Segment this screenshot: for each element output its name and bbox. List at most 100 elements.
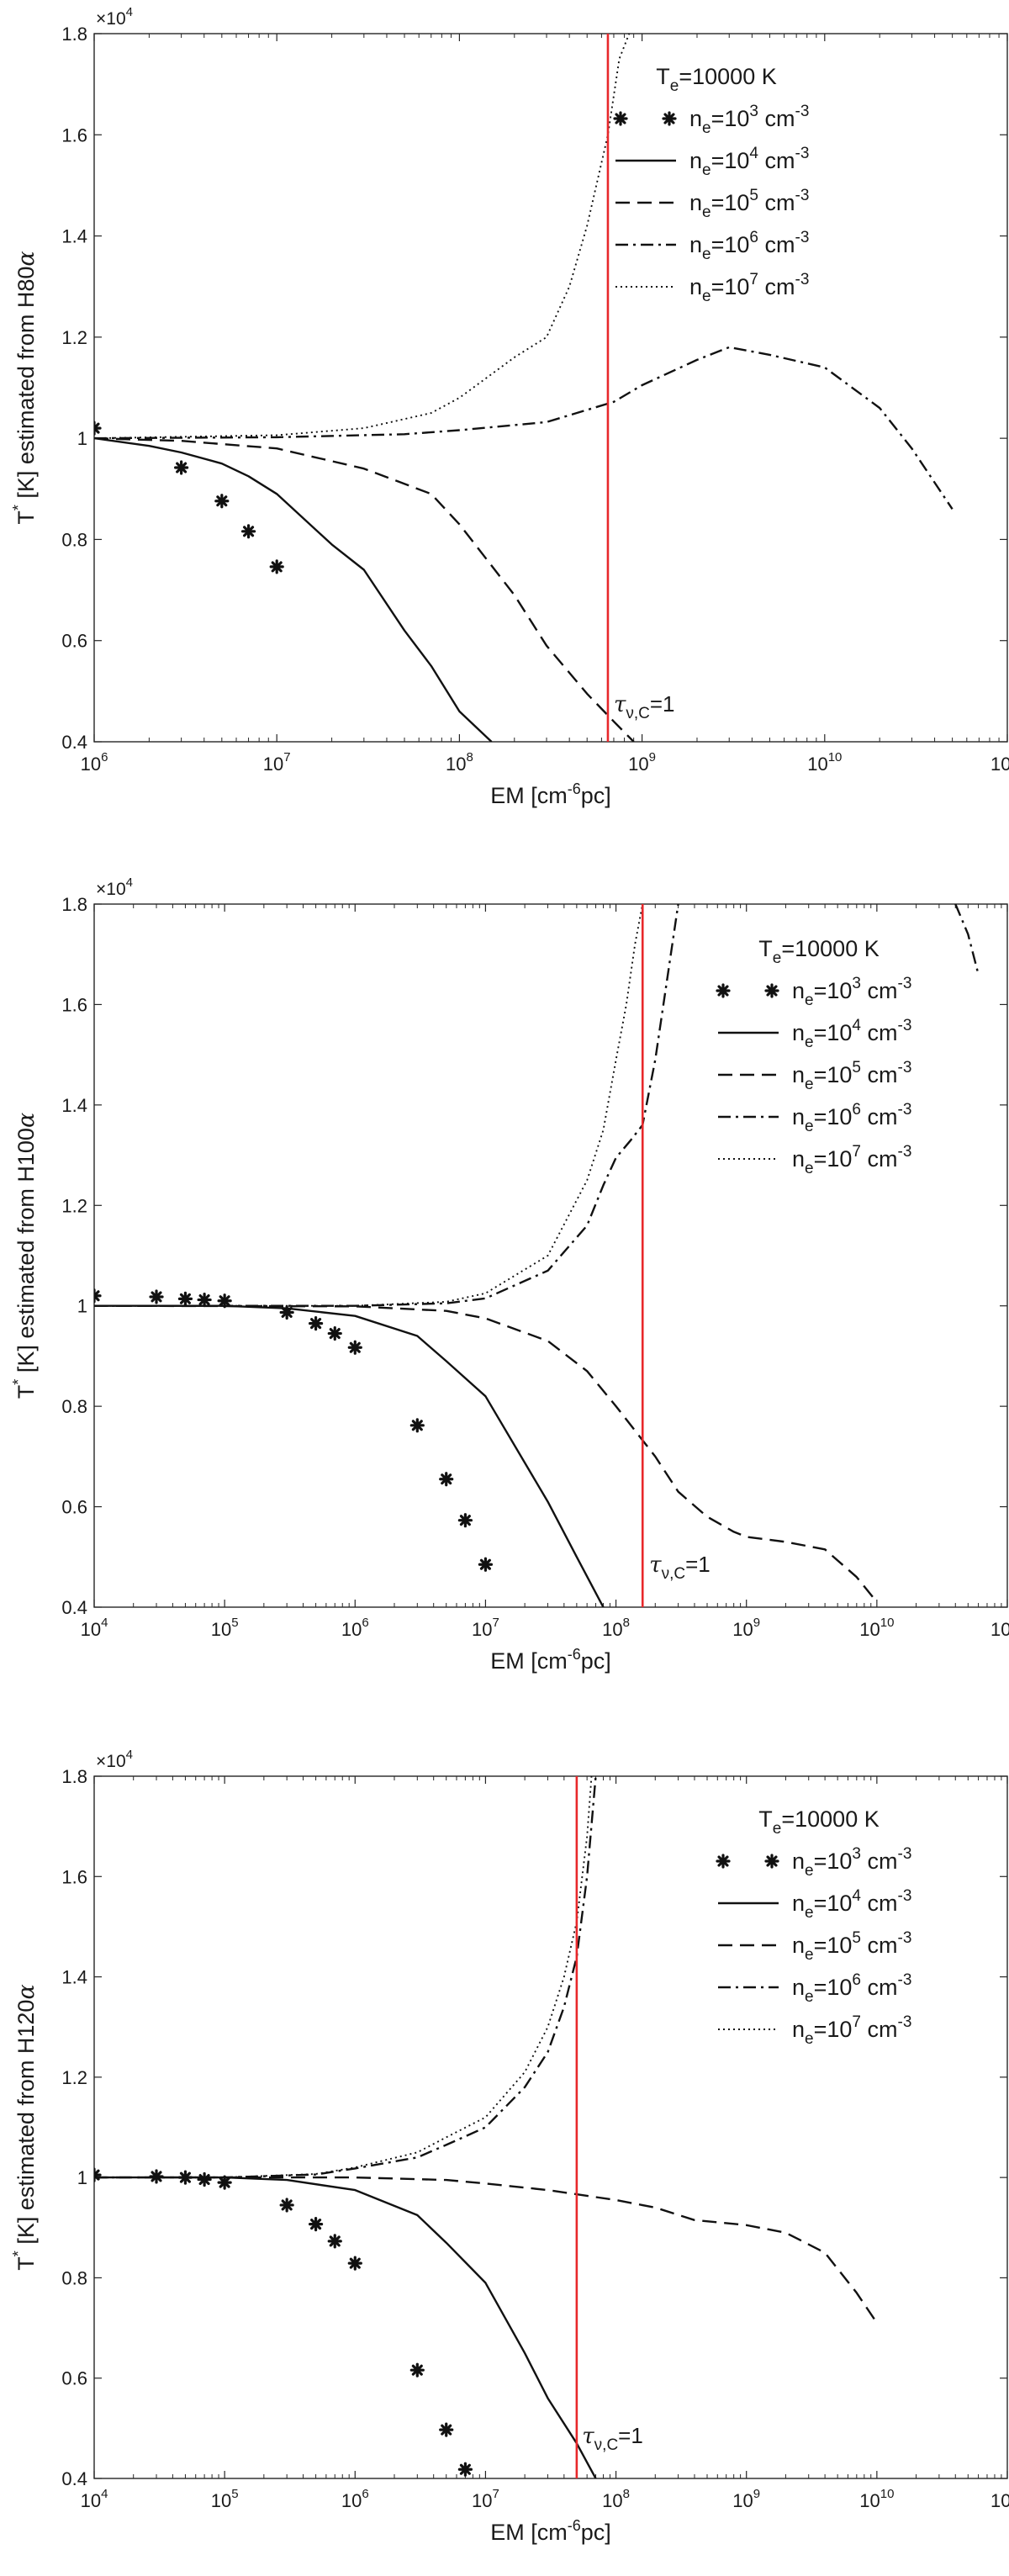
data-point — [174, 460, 189, 475]
plot-frame — [93, 33, 1008, 743]
y-axis-label: T* [K] estimated from H100α — [10, 1113, 40, 1399]
legend-entry-label: ne=105 cm-3 — [792, 1059, 911, 1093]
x-tick-label: 107 — [263, 750, 291, 775]
legend-entry-label: ne=104 cm-3 — [792, 1017, 911, 1051]
y-tick-label: 1.8 — [61, 894, 87, 915]
legend-entry-label: ne=103 cm-3 — [792, 975, 911, 1009]
series-line-dashdot — [94, 904, 679, 1307]
chart-panel-3: 104105106107108109101010110.40.60.811.21… — [10, 1748, 1009, 2545]
data-point — [197, 2171, 212, 2187]
y-multiplier-label: ×104 — [96, 875, 133, 899]
data-point — [457, 1513, 473, 1528]
y-tick-label: 1.4 — [61, 226, 87, 247]
y-tick-label: 1.4 — [61, 1095, 87, 1116]
chart-panel-1: 106107108109101010110.40.60.811.21.41.61… — [10, 5, 1009, 808]
y-axis-ticks: 0.4 0.6 0.8 1 1.2 1.4 1.6 1.8 — [61, 1766, 1007, 2489]
data-point — [457, 2462, 473, 2477]
y-tick-label: 1.2 — [61, 2067, 87, 2088]
y-tick-label: 1.6 — [61, 994, 87, 1015]
data-point — [439, 1472, 454, 1487]
tau-annotation: τν,C=1 — [649, 1552, 711, 1583]
data-point — [409, 2362, 425, 2378]
data-point — [478, 1557, 494, 1572]
data-point — [240, 524, 256, 539]
legend-marker — [662, 111, 677, 126]
data-point — [217, 2175, 232, 2190]
x-tick-label: 108 — [602, 1616, 630, 1640]
legend-title: Te=10000 K — [758, 1806, 879, 1838]
legend-marker — [716, 983, 731, 998]
plot-area — [94, 904, 980, 1607]
series-line-solid — [94, 1304, 605, 1607]
x-tick-label: 1010 — [859, 1616, 894, 1640]
x-axis-ticks: 104 105 106 107 108 109 1010 1011 — [81, 904, 1009, 1640]
plot-area — [94, 1776, 878, 2478]
x-tick-label: 109 — [732, 1616, 760, 1640]
data-point — [308, 2217, 324, 2232]
x-axis-ticks: 106 107 108 109 1010 1011 — [81, 34, 1009, 775]
y-tick-label: 1.2 — [61, 1195, 87, 1216]
y-axis-ticks: 0.4 0.6 0.8 1 1.2 1.4 1.6 1.8 — [61, 24, 1007, 753]
y-tick-label: 1.6 — [61, 1866, 87, 1887]
x-axis-label: EM [cm-6pc] — [490, 1646, 611, 1674]
legend: Te=10000 K ne=103 cm-3 ne=104 cm-3 ne=105 c… — [716, 936, 911, 1177]
data-point — [217, 1293, 232, 1309]
plot-area — [94, 34, 954, 742]
legend-entry-label: ne=103 cm-3 — [792, 1845, 911, 1880]
plot-frame — [93, 903, 1008, 1608]
y-tick-label: 1.6 — [61, 124, 87, 145]
legend-entry-label: ne=106 cm-3 — [792, 1101, 911, 1135]
series-line-dotted — [94, 1776, 593, 2179]
y-tick-label: 0.4 — [61, 732, 87, 753]
data-point — [439, 2422, 454, 2437]
legend-marker — [764, 1854, 779, 1869]
data-point — [269, 559, 284, 574]
x-tick-label: 109 — [732, 2487, 760, 2511]
legend-marker — [764, 983, 779, 998]
x-axis-ticks: 104 105 106 107 108 109 1010 1011 — [81, 1776, 1009, 2511]
data-point — [409, 1418, 425, 1433]
data-point — [94, 2167, 102, 2182]
series-line-dashdot — [954, 904, 980, 975]
y-multiplier-label: ×104 — [96, 5, 133, 29]
x-tick-label: 106 — [81, 750, 108, 775]
legend-entry-label: ne=107 cm-3 — [792, 2013, 911, 2048]
series-line-dashed — [94, 1304, 878, 1603]
x-axis-label: EM [cm-6pc] — [490, 2517, 611, 2545]
series-line-dashed — [94, 2176, 878, 2324]
x-tick-label: 104 — [81, 2487, 108, 2511]
x-tick-label: 107 — [472, 1616, 499, 1640]
legend-title: Te=10000 K — [656, 64, 776, 95]
legend-title: Te=10000 K — [758, 936, 879, 967]
x-tick-label: 1010 — [807, 750, 842, 775]
y-axis-ticks: 0.4 0.6 0.8 1 1.2 1.4 1.6 1.8 — [61, 894, 1007, 1618]
plot-frame — [93, 1775, 1008, 2479]
y-axis-label: T* [K] estimated from H120α — [10, 1984, 40, 2270]
y-tick-label: 0.6 — [61, 1497, 87, 1518]
x-tick-label: 105 — [211, 1616, 239, 1640]
x-tick-label: 1011 — [991, 2487, 1009, 2511]
y-tick-label: 0.8 — [61, 1396, 87, 1417]
data-point — [327, 1325, 342, 1341]
x-tick-label: 108 — [446, 750, 473, 775]
legend-marker — [716, 1854, 731, 1869]
x-tick-label: 1011 — [991, 1616, 1009, 1640]
y-tick-label: 1.2 — [61, 327, 87, 348]
x-tick-label: 106 — [341, 2487, 369, 2511]
data-point — [149, 1289, 164, 1304]
data-point — [327, 2234, 342, 2249]
data-point — [347, 1340, 362, 1355]
x-tick-label: 107 — [472, 2487, 499, 2511]
legend-entry-label: ne=103 cm-3 — [689, 103, 809, 137]
series-line-dashed — [94, 436, 635, 742]
series-line-dotted — [94, 34, 631, 440]
data-point — [197, 1292, 212, 1308]
series-line-solid — [94, 436, 493, 742]
y-axis-label: T* [K] estimated from H80α — [10, 251, 40, 524]
data-point — [308, 1316, 324, 1331]
legend-entry-label: ne=104 cm-3 — [792, 1887, 911, 1922]
tau-annotation: τν,C=1 — [614, 691, 675, 722]
x-tick-label: 105 — [211, 2487, 239, 2511]
y-tick-label: 1.8 — [61, 24, 87, 45]
